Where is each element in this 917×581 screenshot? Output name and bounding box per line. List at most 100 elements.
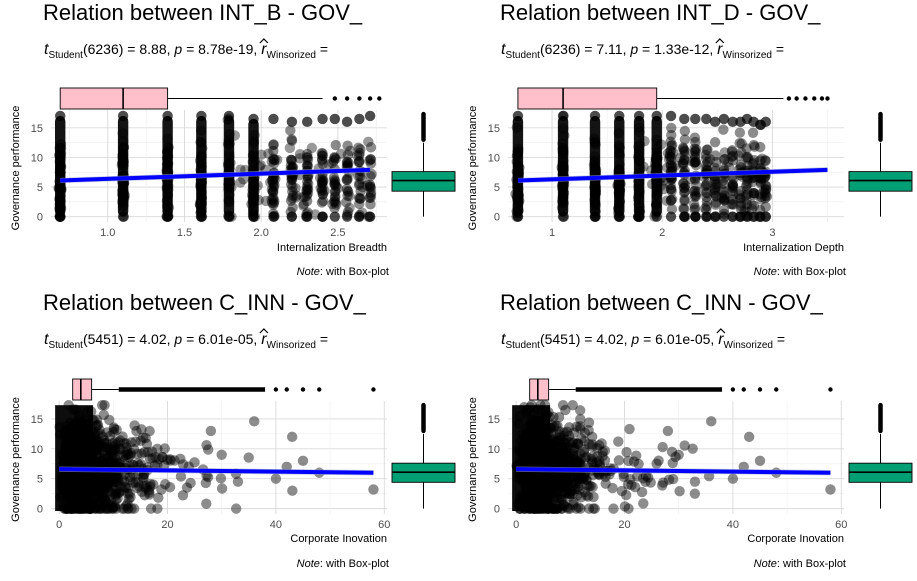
- point: [268, 153, 279, 164]
- point: [534, 503, 545, 514]
- point: [81, 420, 92, 432]
- point: [512, 146, 523, 157]
- point: [577, 473, 589, 484]
- point: [541, 496, 553, 507]
- point: [521, 454, 533, 466]
- point: [164, 482, 176, 493]
- regression-line: [516, 467, 831, 475]
- point: [331, 199, 342, 210]
- point: [101, 427, 113, 438]
- point: [556, 473, 567, 484]
- point: [60, 456, 72, 467]
- point: [759, 193, 771, 204]
- point: [709, 162, 720, 173]
- point: [665, 160, 677, 172]
- chart-subtitle: tStudent(5451) = 4.02, p = 6.01e-05, rWi…: [501, 331, 785, 351]
- point: [269, 180, 280, 191]
- point: [548, 445, 559, 456]
- point: [656, 180, 667, 191]
- point: [587, 451, 598, 463]
- x-tick-label: 60: [835, 519, 847, 531]
- point: [613, 436, 624, 447]
- point: [649, 158, 661, 169]
- x-tick-label: 1: [549, 227, 555, 239]
- point: [329, 179, 340, 190]
- point: [736, 147, 747, 158]
- point: [84, 490, 96, 501]
- point: [61, 490, 72, 502]
- point: [162, 177, 173, 188]
- point: [541, 503, 552, 514]
- point: [58, 480, 70, 492]
- x-tick-label: 20: [618, 519, 630, 531]
- point: [651, 162, 662, 173]
- point: [718, 113, 730, 125]
- point: [76, 438, 87, 450]
- x-tick-label: 2.5: [330, 227, 345, 239]
- point: [92, 490, 104, 501]
- point: [568, 499, 579, 510]
- point: [512, 200, 523, 212]
- point: [633, 141, 644, 152]
- point: [224, 176, 235, 187]
- point: [666, 140, 677, 151]
- point: [614, 201, 625, 212]
- point: [747, 158, 758, 170]
- point: [332, 182, 344, 194]
- point: [131, 425, 142, 437]
- point: [586, 431, 598, 442]
- point: [224, 177, 235, 189]
- point: [74, 438, 85, 449]
- point: [556, 480, 567, 491]
- point: [726, 151, 738, 162]
- point: [689, 157, 701, 168]
- point: [613, 181, 624, 193]
- point: [63, 452, 75, 463]
- point: [66, 434, 77, 446]
- point: [196, 198, 208, 209]
- point: [519, 449, 531, 460]
- y-boxplot: [848, 402, 913, 509]
- point: [291, 190, 302, 201]
- point: [528, 438, 539, 449]
- point: [248, 193, 260, 204]
- point: [55, 161, 67, 172]
- point: [540, 477, 551, 488]
- point: [690, 189, 701, 200]
- point: [353, 155, 365, 167]
- point: [161, 183, 173, 195]
- point: [103, 498, 114, 510]
- point: [71, 484, 83, 495]
- point: [66, 492, 78, 503]
- point: [54, 155, 66, 166]
- point: [76, 445, 88, 456]
- point: [679, 203, 690, 214]
- point: [689, 152, 701, 163]
- point: [74, 492, 85, 503]
- point: [589, 133, 600, 144]
- x-box-outlier: [371, 387, 376, 392]
- point: [528, 469, 539, 481]
- point: [756, 194, 767, 205]
- point: [758, 186, 770, 197]
- point: [633, 191, 644, 202]
- point: [513, 444, 524, 456]
- point: [557, 142, 568, 154]
- x-box-outlier: [803, 96, 808, 101]
- point: [87, 476, 99, 487]
- point: [111, 488, 122, 499]
- point: [634, 186, 645, 197]
- point: [79, 439, 91, 450]
- panel-1: Relation between INT_B - GOV_tStudent(62…: [10, 0, 456, 278]
- point: [748, 187, 759, 199]
- point: [232, 476, 244, 487]
- point: [285, 154, 297, 166]
- point: [590, 178, 601, 190]
- point: [70, 442, 81, 453]
- point: [248, 195, 259, 206]
- point: [535, 399, 546, 411]
- point: [544, 502, 555, 514]
- point: [689, 202, 701, 213]
- point: [85, 432, 96, 443]
- point: [536, 444, 547, 455]
